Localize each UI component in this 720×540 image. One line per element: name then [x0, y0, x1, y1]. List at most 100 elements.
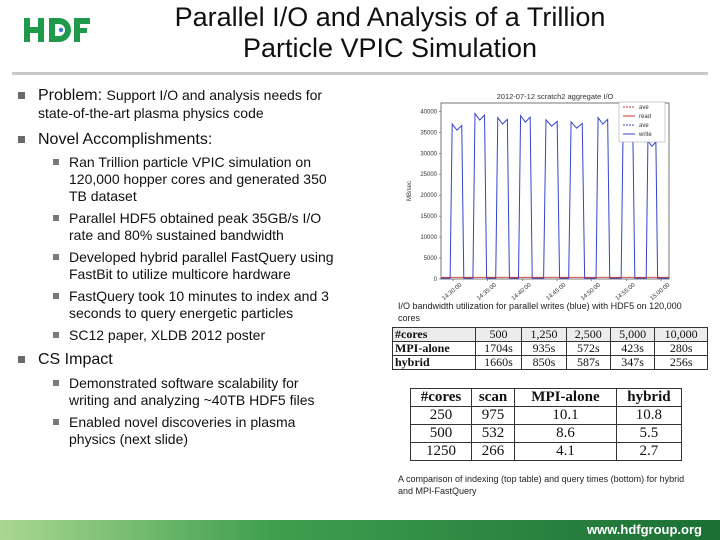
table-header-row: #cores scan MPI-alone hybrid [410, 388, 683, 407]
sub-bullet-line: FastQuery took 10 minutes to index and 3 [69, 288, 329, 304]
square-bullet-icon [53, 215, 59, 221]
y-tick-label: 0 [434, 277, 438, 283]
y-tick-label: 40000 [420, 109, 437, 115]
sub-bullet-line: 120,000 hopper cores and generated 350 [69, 171, 327, 187]
square-bullet-icon [53, 159, 59, 165]
square-bullet-icon [53, 254, 59, 260]
table-cell: 8.6 [514, 424, 617, 443]
bullet-novel: Novel Accomplishments: [18, 130, 388, 149]
index-time-table: #cores 500 1,250 2,500 5,000 10,000 MPI-… [392, 327, 708, 370]
table-cell: 975 [470, 406, 516, 425]
table-cell: MPI-alone [392, 341, 476, 356]
square-bullet-icon [18, 356, 25, 363]
legend-label: read [639, 114, 651, 120]
table-cell: 423s [609, 341, 656, 356]
square-bullet-icon [53, 419, 59, 425]
table-cell: 5.5 [615, 424, 683, 443]
table-cell: hybrid [392, 355, 476, 370]
io-bandwidth-chart: 2012-07-12 scratch2 aggregate I/O MB/sec 0… [407, 92, 672, 302]
table-cell: MPI-alone [514, 388, 617, 407]
table-row: 1250 266 4.1 2.7 [410, 442, 683, 461]
footer-url[interactable]: www.hdfgroup.org [586, 522, 702, 537]
table-cell: 1704s [474, 341, 523, 356]
hdf-logo [24, 18, 90, 42]
sub-bullet-line: Parallel HDF5 obtained peak 35GB/s I/O [69, 210, 322, 226]
bullet-text: Support I/O and analysis needs for [106, 87, 323, 103]
sub-bullet: SC12 paper, XLDB 2012 poster [18, 327, 388, 344]
table-cell: 256s [654, 355, 708, 370]
y-tick-label: 35000 [420, 130, 437, 136]
table-row: MPI-alone 1704s 935s 572s 423s 280s [392, 341, 708, 356]
sub-bullet-line: physics (next slide) [69, 431, 189, 447]
table-cell: 1660s [474, 355, 523, 370]
title-line-1: Parallel I/O and Analysis of a Trillion [174, 2, 606, 32]
table-cell: 5,000 [609, 327, 656, 342]
table-cell: 1,250 [521, 327, 567, 342]
y-tick-label: 15000 [420, 214, 437, 220]
table-cell: 10.1 [514, 406, 617, 425]
table-cell: 10,000 [654, 327, 708, 342]
sub-bullet: Developed hybrid parallel FastQuery usin… [18, 249, 388, 283]
sub-bullet: Ran Trillion particle VPIC simulation on… [18, 154, 388, 205]
square-bullet-icon [18, 136, 25, 143]
bullet-list: Problem: Support I/O and analysis needs … [18, 86, 388, 448]
table-cell: 2.7 [615, 442, 683, 461]
table-cell: 850s [521, 355, 567, 370]
sub-bullet-line: rate and 80% sustained bandwidth [69, 227, 284, 243]
square-bullet-icon [53, 380, 59, 386]
square-bullet-icon [53, 332, 59, 338]
table-cell: 280s [654, 341, 708, 356]
sub-bullet-line: Ran Trillion particle VPIC simulation on [69, 154, 311, 170]
sub-bullet-line: Enabled novel discoveries in plasma [69, 414, 296, 430]
sub-bullet-line: writing and analyzing ~40TB HDF5 files [69, 392, 315, 408]
table-cell: 572s [565, 341, 611, 356]
table-cell: 4.1 [514, 442, 617, 461]
bullet-label: Problem: [38, 87, 103, 104]
title-line-2: Particle VPIC Simulation [242, 33, 538, 63]
bullet-text: state-of-the-art plasma physics code [38, 105, 264, 121]
table-cell: 250 [410, 406, 472, 425]
table-cell: scan [470, 388, 516, 407]
table-row: hybrid 1660s 850s 587s 347s 256s [392, 355, 708, 370]
bullet-problem: Problem: Support I/O and analysis needs … [18, 86, 388, 122]
sub-bullet-line: Demonstrated software scalability for [69, 375, 299, 391]
sub-bullet: Parallel HDF5 obtained peak 35GB/s I/O r… [18, 210, 388, 244]
table-cell: 266 [470, 442, 516, 461]
table-cell: #cores [410, 388, 472, 407]
footer-bar: www.hdfgroup.org [0, 520, 720, 540]
table-cell: 1250 [410, 442, 472, 461]
title-divider [12, 72, 708, 75]
sub-bullet: Enabled novel discoveries in plasma phys… [18, 414, 388, 448]
sub-bullet-line: SC12 paper, XLDB 2012 poster [69, 327, 266, 343]
table-cell: hybrid [615, 388, 683, 407]
query-time-table: #cores scan MPI-alone hybrid 250 975 10.… [410, 388, 683, 461]
y-tick-label: 5000 [424, 256, 438, 262]
table-cell: 532 [470, 424, 516, 443]
legend-box [618, 101, 666, 143]
table-cell: 500 [410, 424, 472, 443]
bullet-label: Novel Accomplishments: [38, 131, 213, 148]
table-cell: #cores [392, 327, 476, 342]
slide-title: Parallel I/O and Analysis of a Trillion … [100, 2, 680, 64]
table-cell: 10.8 [615, 406, 683, 425]
sub-bullet-line: seconds to query energetic particles [69, 305, 294, 321]
sub-bullet-line: Developed hybrid parallel FastQuery usin… [69, 249, 334, 265]
table-cell: 587s [565, 355, 611, 370]
table-header-row: #cores 500 1,250 2,500 5,000 10,000 [392, 327, 708, 342]
y-tick-label: 30000 [420, 151, 437, 157]
sub-bullet: Demonstrated software scalability for wr… [18, 375, 388, 409]
square-bullet-icon [18, 92, 25, 99]
y-tick-label: 20000 [420, 193, 437, 199]
table-row: 500 532 8.6 5.5 [410, 424, 683, 443]
bullet-cs-impact: CS Impact [18, 350, 388, 369]
y-axis-label: MB/sec [407, 181, 413, 201]
sub-bullet: FastQuery took 10 minutes to index and 3… [18, 288, 388, 322]
table-cell: 500 [474, 327, 523, 342]
bullet-label: CS Impact [38, 351, 113, 368]
chart-title: 2012-07-12 scratch2 aggregate I/O [497, 92, 614, 101]
tables-caption: A comparison of indexing (top table) and… [398, 474, 685, 496]
y-tick-label: 10000 [420, 235, 437, 241]
legend-label: write [638, 132, 652, 138]
y-tick-label: 25000 [420, 172, 437, 178]
table-cell: 347s [609, 355, 656, 370]
